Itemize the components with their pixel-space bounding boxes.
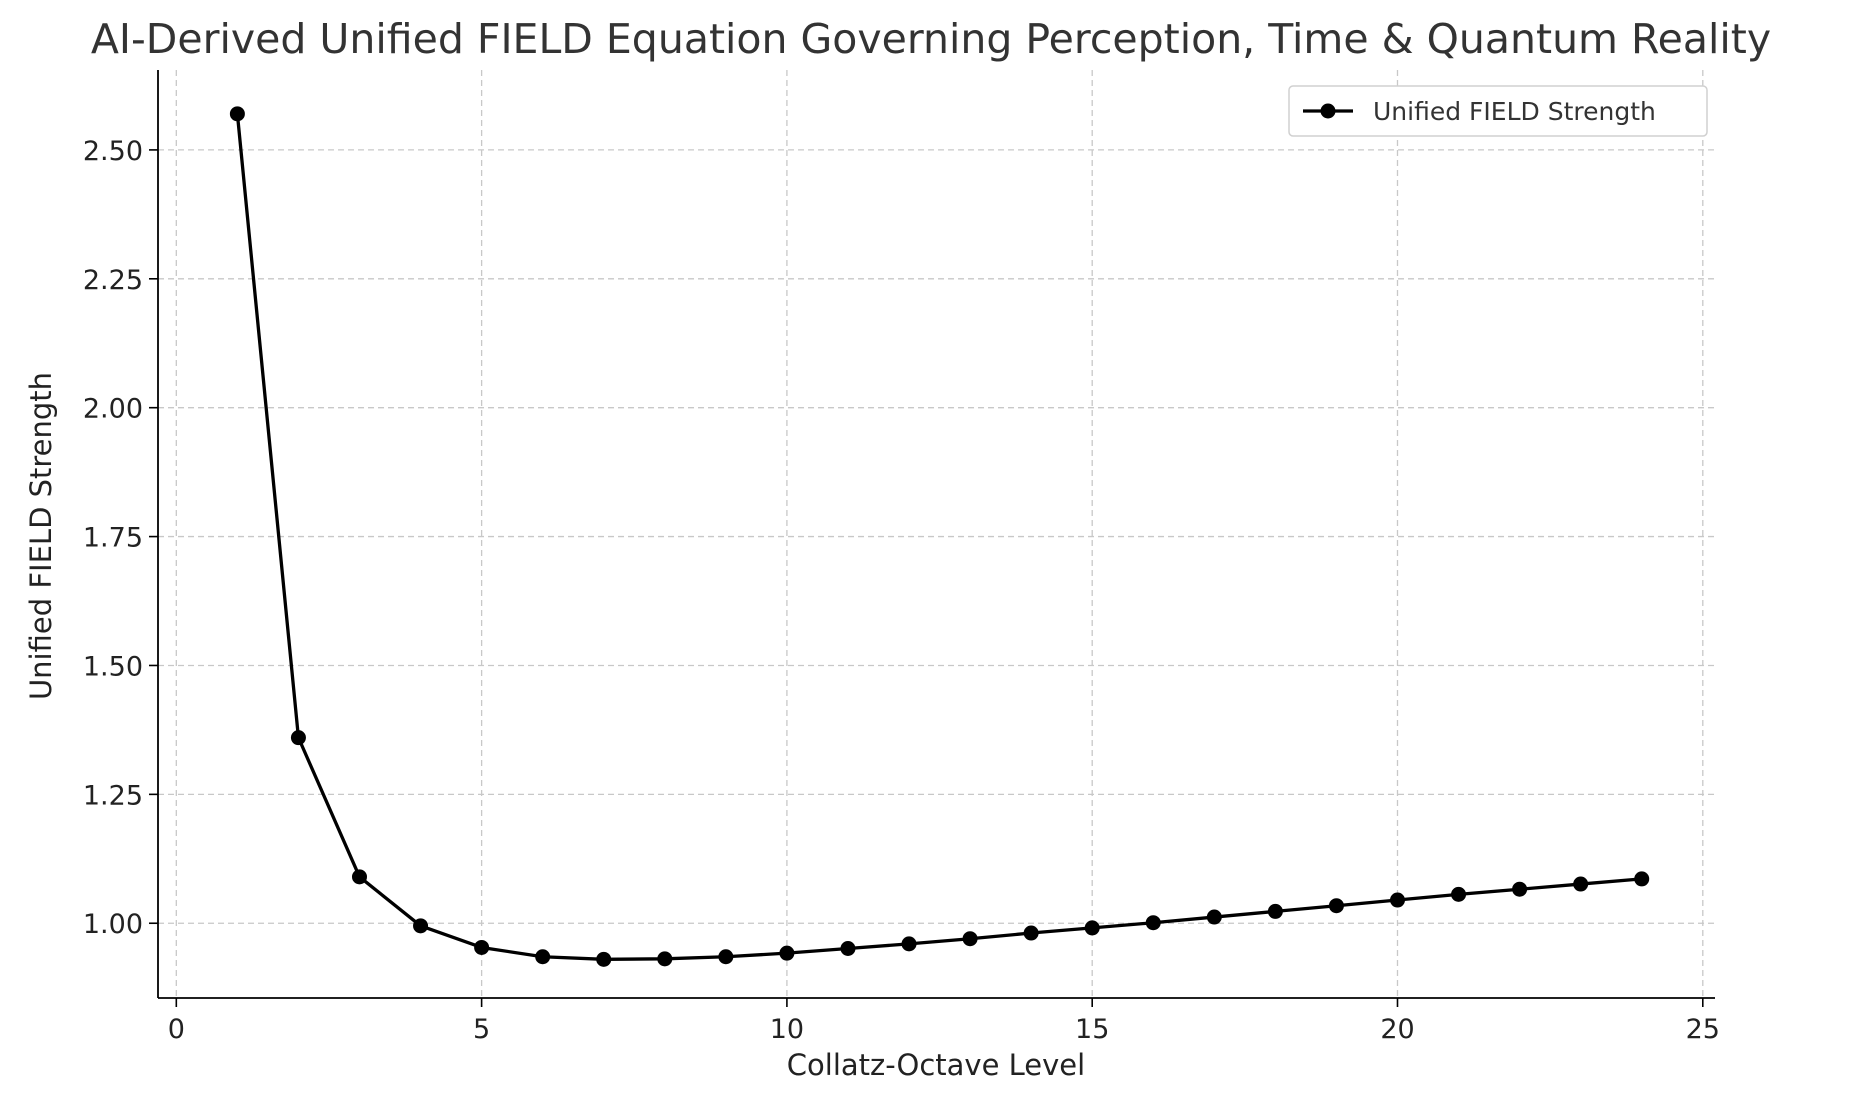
data-point xyxy=(1023,925,1039,941)
data-point xyxy=(840,941,856,957)
series-layer xyxy=(229,106,1650,967)
data-point xyxy=(718,949,734,965)
data-point xyxy=(1451,886,1467,902)
data-point xyxy=(596,951,612,967)
x-tick-label: 25 xyxy=(1686,1014,1720,1045)
data-point xyxy=(1328,898,1344,914)
x-tick-label: 5 xyxy=(473,1014,490,1045)
y-tick-label: 2.25 xyxy=(83,265,143,296)
y-tick-label: 2.00 xyxy=(83,394,143,425)
data-point xyxy=(1634,871,1650,887)
data-point xyxy=(413,918,429,934)
data-point xyxy=(290,730,306,746)
data-point xyxy=(1267,903,1283,919)
axes xyxy=(149,70,1715,1007)
legend-box xyxy=(1288,85,1708,137)
data-point xyxy=(901,936,917,952)
grid xyxy=(158,70,1715,998)
data-point xyxy=(229,106,245,122)
tick-labels: 0 5 10 15 20 25 1.00 1.25 1.50 1.75 2.00 2.25 2.50 xyxy=(83,136,1720,1045)
x-tick-label: 10 xyxy=(770,1014,804,1045)
data-point xyxy=(1145,915,1161,931)
data-point xyxy=(1573,876,1589,892)
data-point xyxy=(351,869,367,885)
data-point xyxy=(1206,909,1222,925)
data-point xyxy=(657,951,673,967)
series-line xyxy=(235,113,1642,961)
y-tick-label: 2.50 xyxy=(83,136,143,167)
y-tick-label: 1.25 xyxy=(83,780,143,811)
data-point xyxy=(779,945,795,961)
data-point xyxy=(962,931,978,947)
y-tick-label: 1.50 xyxy=(83,651,143,682)
data-point xyxy=(535,949,551,965)
y-tick-label: 1.75 xyxy=(83,523,143,554)
data-point xyxy=(1512,881,1528,897)
x-tick-label: 0 xyxy=(168,1014,185,1045)
legend-marker xyxy=(1320,103,1336,119)
data-point xyxy=(474,939,490,955)
data-point xyxy=(1389,892,1405,908)
x-axis-label: Collatz-Octave Level xyxy=(787,1048,1085,1082)
legend-label: Unified FIELD Strength xyxy=(1373,97,1656,126)
chart-title: AI-Derived Unified FIELD Equation Govern… xyxy=(91,15,1771,63)
y-tick-label: 1.00 xyxy=(83,909,143,940)
data-point xyxy=(1084,920,1100,936)
y-axis-label: Unified FIELD Strength xyxy=(24,372,58,700)
chart-text: AI-Derived Unified FIELD Equation Govern… xyxy=(24,15,1771,1082)
x-tick-label: 15 xyxy=(1075,1014,1109,1045)
legend: Unified FIELD Strength xyxy=(1288,85,1708,137)
x-tick-label: 20 xyxy=(1380,1014,1414,1045)
